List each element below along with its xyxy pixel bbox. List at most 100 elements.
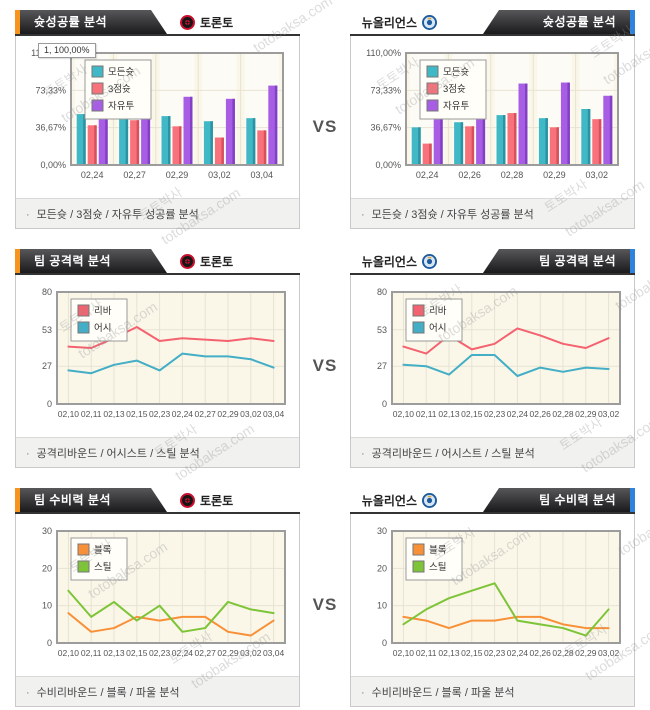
- legend-label: 자유투: [443, 101, 469, 112]
- x-tick-label: 03,02: [586, 170, 609, 180]
- x-tick-label: 02,15: [126, 648, 148, 658]
- line-series: [67, 326, 275, 349]
- toronto-logo-icon: [180, 492, 195, 508]
- bar-shade: [471, 126, 475, 164]
- x-tick-label: 02,15: [126, 409, 148, 419]
- legend-swatch: [77, 304, 90, 317]
- chart-caption: · 모든슛 / 3점슛 / 자유투 성공률 분석: [351, 198, 634, 228]
- team-label-toronto: 토론토: [180, 10, 233, 34]
- legend-swatch: [91, 99, 104, 112]
- bar: [476, 93, 486, 164]
- chart-offense-toronto[interactable]: 0 27 53 80 02,10 02,11 02,13 02,15 02,23 02,24 02,…: [16, 275, 299, 437]
- x-tick-label: 02,24: [507, 648, 529, 658]
- y-tick-label: 10: [377, 601, 387, 611]
- tab-accent-bar: [15, 488, 20, 512]
- bar-shade: [460, 122, 464, 164]
- bar: [161, 116, 171, 164]
- bar-shade: [125, 107, 129, 164]
- bar-shade: [252, 118, 256, 164]
- x-tick-label: 02,26: [530, 648, 552, 658]
- bar-shade: [609, 95, 613, 164]
- legend-swatch: [412, 304, 425, 317]
- bar: [581, 109, 591, 164]
- bar-shade: [94, 125, 97, 164]
- chart-defense-neworleans[interactable]: 0 10 20 30 02,10 02,11 02,13 02,15 02,23 02,24 02,…: [351, 514, 634, 676]
- team-name: 토론토: [200, 15, 234, 30]
- bar-shade: [514, 113, 517, 164]
- chart-svg: 0,00%36,67%73,33%110,00%02,2402,2702,290…: [31, 48, 284, 180]
- x-tick-label: 02,10: [393, 409, 415, 419]
- x-tick-label: 02,23: [149, 648, 171, 658]
- x-tick-label: 03,04: [263, 648, 285, 658]
- x-tick-label: 02,24: [507, 409, 529, 419]
- x-tick-label: 02,15: [461, 409, 483, 419]
- bar-shade: [503, 115, 506, 164]
- y-tick-label: 27: [42, 361, 52, 371]
- chart-shooting-success-neworleans[interactable]: 0,00% 36,67% 73,33% 110,00% 02,24 02,26 02,28 0…: [351, 36, 634, 198]
- chart-offense-neworleans[interactable]: 0 27 53 80 02,10 02,11 02,13 02,15 02,23 02,24 02,…: [351, 275, 634, 437]
- y-tick-label: 30: [42, 526, 52, 536]
- bar-shade: [429, 143, 432, 164]
- chart-caption: · 공격리바운드 / 어시스트 / 스틸 분석: [351, 437, 634, 467]
- y-tick-label: 0: [47, 399, 52, 409]
- legend-label: 리바: [429, 306, 447, 317]
- x-tick-label: 02,11: [416, 409, 437, 419]
- team-label-toronto: 토론토: [180, 488, 233, 512]
- panel-body: 0 10 20 30 02,10 02,11 02,13 02,15 02,23 02,24 02,…: [15, 514, 300, 707]
- team-name: 토론토: [200, 493, 234, 508]
- x-tick-label: 02,23: [484, 409, 506, 419]
- panel-offense-neworleans: 뉴올리언스 팀 공격력 분석 0 27 53 80 02,10 02,11 02,13 02,…: [350, 249, 635, 468]
- line-series: [67, 589, 275, 633]
- bar: [433, 107, 443, 164]
- section-title: 팀 공격력 분석: [34, 254, 111, 268]
- legend-box: [405, 537, 463, 581]
- y-tick-label: 0: [47, 638, 52, 648]
- row-team-offense: 팀 공격력 분석 토론토 0 27 53 80 02,10 02,11 02,13 02,15…: [0, 249, 650, 468]
- chart-caption: · 수비리바운드 / 블록 / 파울 분석: [351, 676, 634, 706]
- bar: [560, 82, 570, 164]
- panel-header: 뉴올리언스 팀 수비력 분석: [350, 488, 635, 514]
- bar: [603, 95, 613, 164]
- bar: [507, 113, 517, 164]
- tab-accent-bar: [15, 10, 20, 34]
- panel-header: 팀 공격력 분석 토론토: [15, 249, 300, 275]
- y-tick-label: 53: [42, 325, 52, 335]
- x-tick-label: 02,13: [438, 409, 460, 419]
- x-tick-label: 02,10: [58, 409, 80, 419]
- bar-shade: [587, 109, 591, 164]
- section-title: 슛성공률 분석: [542, 15, 616, 29]
- bar-shade: [482, 93, 486, 164]
- chart-defense-toronto[interactable]: 0 10 20 30 02,10 02,11 02,13 02,15 02,23 02,24 02,…: [16, 514, 299, 676]
- x-tick-label: 03,04: [263, 409, 285, 419]
- bar: [454, 122, 464, 164]
- team-name: 뉴올리언스: [361, 493, 417, 508]
- x-tick-label: 02,13: [103, 409, 125, 419]
- panel-defense-toronto: 팀 수비력 분석 토론토 0 10 20 30 02,10 02,11 02,13 02,15…: [15, 488, 300, 707]
- bar-shade: [556, 127, 559, 164]
- bar: [98, 104, 108, 164]
- panel-body: 0 27 53 80 02,10 02,11 02,13 02,15 02,23 02,24 02,…: [350, 275, 635, 468]
- bar-shade: [136, 120, 140, 164]
- section-tab: 팀 수비력 분석: [483, 488, 635, 512]
- vs-label: VS: [312, 355, 338, 375]
- x-tick-label: 02,10: [58, 648, 80, 658]
- bar: [172, 126, 182, 164]
- bar: [268, 85, 278, 164]
- toronto-logo-icon: [180, 253, 195, 269]
- panel-body: 0,00% 36,67% 73,33% 110,00% 02,24 02,26 02,28 0…: [350, 36, 635, 229]
- x-tick-label: 02,27: [123, 170, 146, 180]
- chart-shooting-success-toronto[interactable]: 0,00%36,67%73,33%110,00%02,2402,2702,290…: [16, 36, 299, 198]
- bar-shade: [190, 96, 193, 164]
- y-tick-label: 0: [382, 638, 387, 648]
- y-tick-label: 110,00%: [366, 48, 401, 58]
- chart-tooltip: 1, 100,00%: [38, 43, 96, 58]
- legend-swatch: [412, 321, 425, 334]
- legend-label: 모든슛: [443, 67, 469, 78]
- line-series: [402, 615, 610, 630]
- section-tab: 팀 공격력 분석: [483, 249, 635, 273]
- bar: [87, 125, 97, 164]
- bar-shade: [263, 130, 267, 164]
- caption-bullet: ·: [361, 209, 365, 221]
- team-label-toronto: 토론토: [180, 249, 233, 273]
